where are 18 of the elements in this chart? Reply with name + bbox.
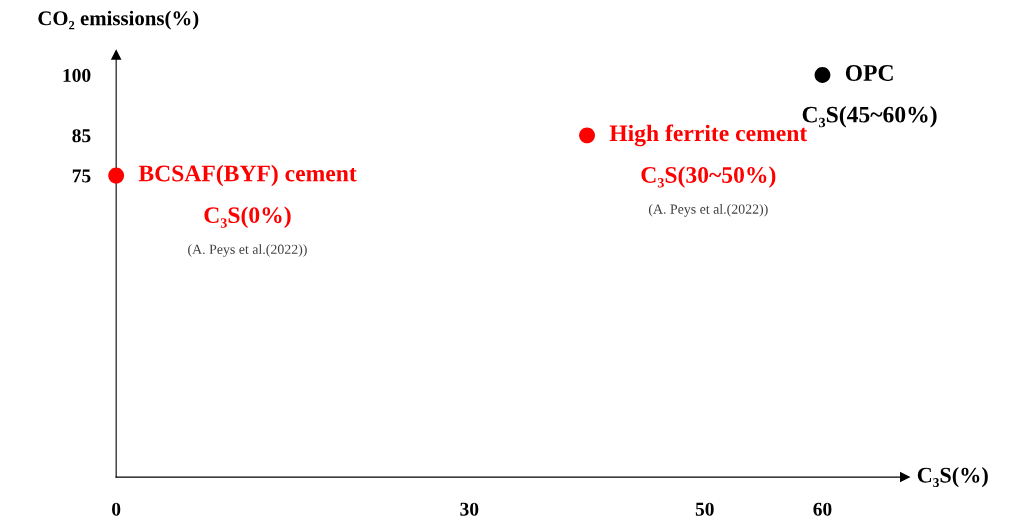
- x-tick-label: 30: [460, 502, 479, 516]
- x-tick-label: 0: [112, 502, 121, 516]
- x-axis-title: C₃S(%): [917, 467, 988, 488]
- annotation: BCSAF(BYF) cement: [138, 164, 357, 187]
- annotation: OPC: [845, 65, 893, 81]
- annotation: (A. Peys et al.(2022)): [188, 244, 307, 257]
- annotation: C₃S(0%): [204, 206, 291, 228]
- y-axis-title: CO₂ emissions(%): [38, 10, 199, 30]
- x-tick-label: 50: [695, 502, 714, 516]
- point: [814, 67, 831, 83]
- y-tick-label: 85: [72, 129, 91, 143]
- annotation: C₃S(30~50%): [641, 166, 776, 188]
- y-tick-label: 75: [72, 169, 91, 183]
- point: [579, 127, 595, 144]
- x-tick-label: 60: [813, 502, 832, 516]
- y-tick-label: 100: [63, 68, 91, 82]
- annotation: (A. Peys et al.(2022)): [648, 204, 768, 217]
- point: [108, 167, 125, 184]
